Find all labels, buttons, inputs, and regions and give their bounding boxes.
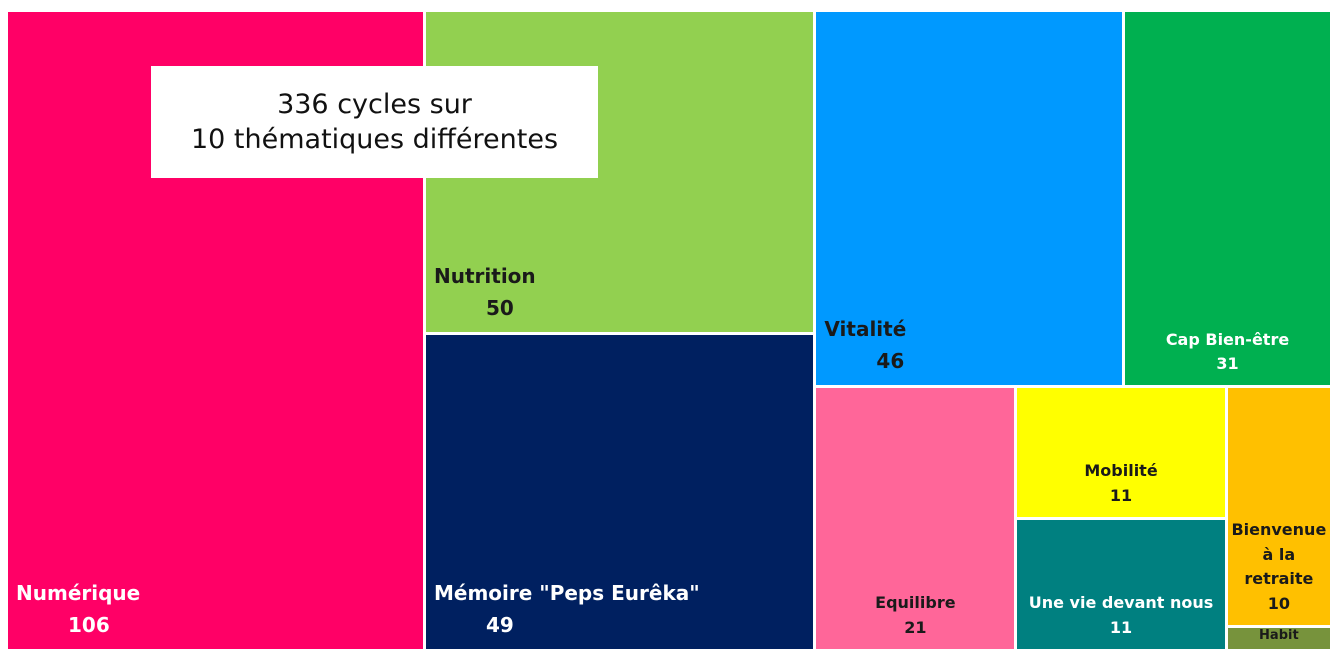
- cell-label-block: Nutrition 50: [426, 260, 813, 324]
- cell: Habit: [1227, 628, 1330, 649]
- cell-label-block: Vitalité 46: [816, 313, 1122, 377]
- cell-value: 49: [486, 612, 514, 637]
- cell-label: Numérique: [16, 581, 141, 605]
- cell-value: 10: [1267, 594, 1290, 614]
- cell-label-block: Mobilité 11: [1017, 459, 1224, 509]
- cell-value: 106: [68, 613, 110, 637]
- cell-value: 46: [876, 349, 905, 374]
- cell: Cap Bien-être 31: [1125, 12, 1330, 386]
- cell-label: Mobilité: [1084, 461, 1158, 481]
- cell-value: 50: [486, 296, 514, 321]
- cell: Equilibre 21: [816, 388, 1015, 649]
- cell-label: Nutrition: [434, 264, 536, 289]
- cell-label: Bienvenue à la retraite: [1231, 519, 1327, 589]
- cell: Mémoire "Peps Eurêka" 49: [426, 335, 814, 649]
- cell: Une vie devant nous 11: [1017, 520, 1225, 649]
- cell-value: 21: [904, 618, 927, 638]
- cell-value: 11: [1109, 486, 1133, 506]
- cell-label-block: Mémoire "Peps Eurêka" 49: [426, 577, 813, 641]
- cell: Nutrition 50: [426, 12, 814, 333]
- cell-value: 11: [1109, 618, 1133, 638]
- cell-label-block: Bienvenue à la retraite 10: [1228, 518, 1330, 617]
- cell-label-block: Equilibre 21: [816, 591, 1014, 641]
- cell-value: 31: [1216, 354, 1239, 374]
- cell-label: Vitalité: [824, 317, 907, 342]
- cell-label: Equilibre: [875, 593, 956, 613]
- annotation-box: 336 cycles sur 10 thématiques différente…: [151, 66, 598, 178]
- annotation-line: 10 thématiques différentes: [190, 124, 559, 155]
- cell: Bienvenue à la retraite 10: [1227, 388, 1330, 625]
- cell-label-block: Habit: [1228, 628, 1330, 644]
- cell-label: Habit: [1259, 628, 1299, 644]
- cell: Mobilité 11: [1017, 388, 1225, 518]
- annotation-line: 336 cycles sur: [277, 88, 472, 120]
- cell-label-block: Une vie devant nous 11: [1017, 591, 1224, 641]
- cell-label-block: Numérique 106: [8, 577, 423, 641]
- cell-label: Mémoire "Peps Eurêka": [434, 580, 700, 605]
- cell-label-block: Cap Bien-être 31: [1125, 328, 1330, 378]
- cell-label: Cap Bien-être: [1165, 329, 1290, 349]
- cell-label: Une vie devant nous: [1028, 593, 1214, 613]
- cell: Vitalité 46: [816, 12, 1123, 386]
